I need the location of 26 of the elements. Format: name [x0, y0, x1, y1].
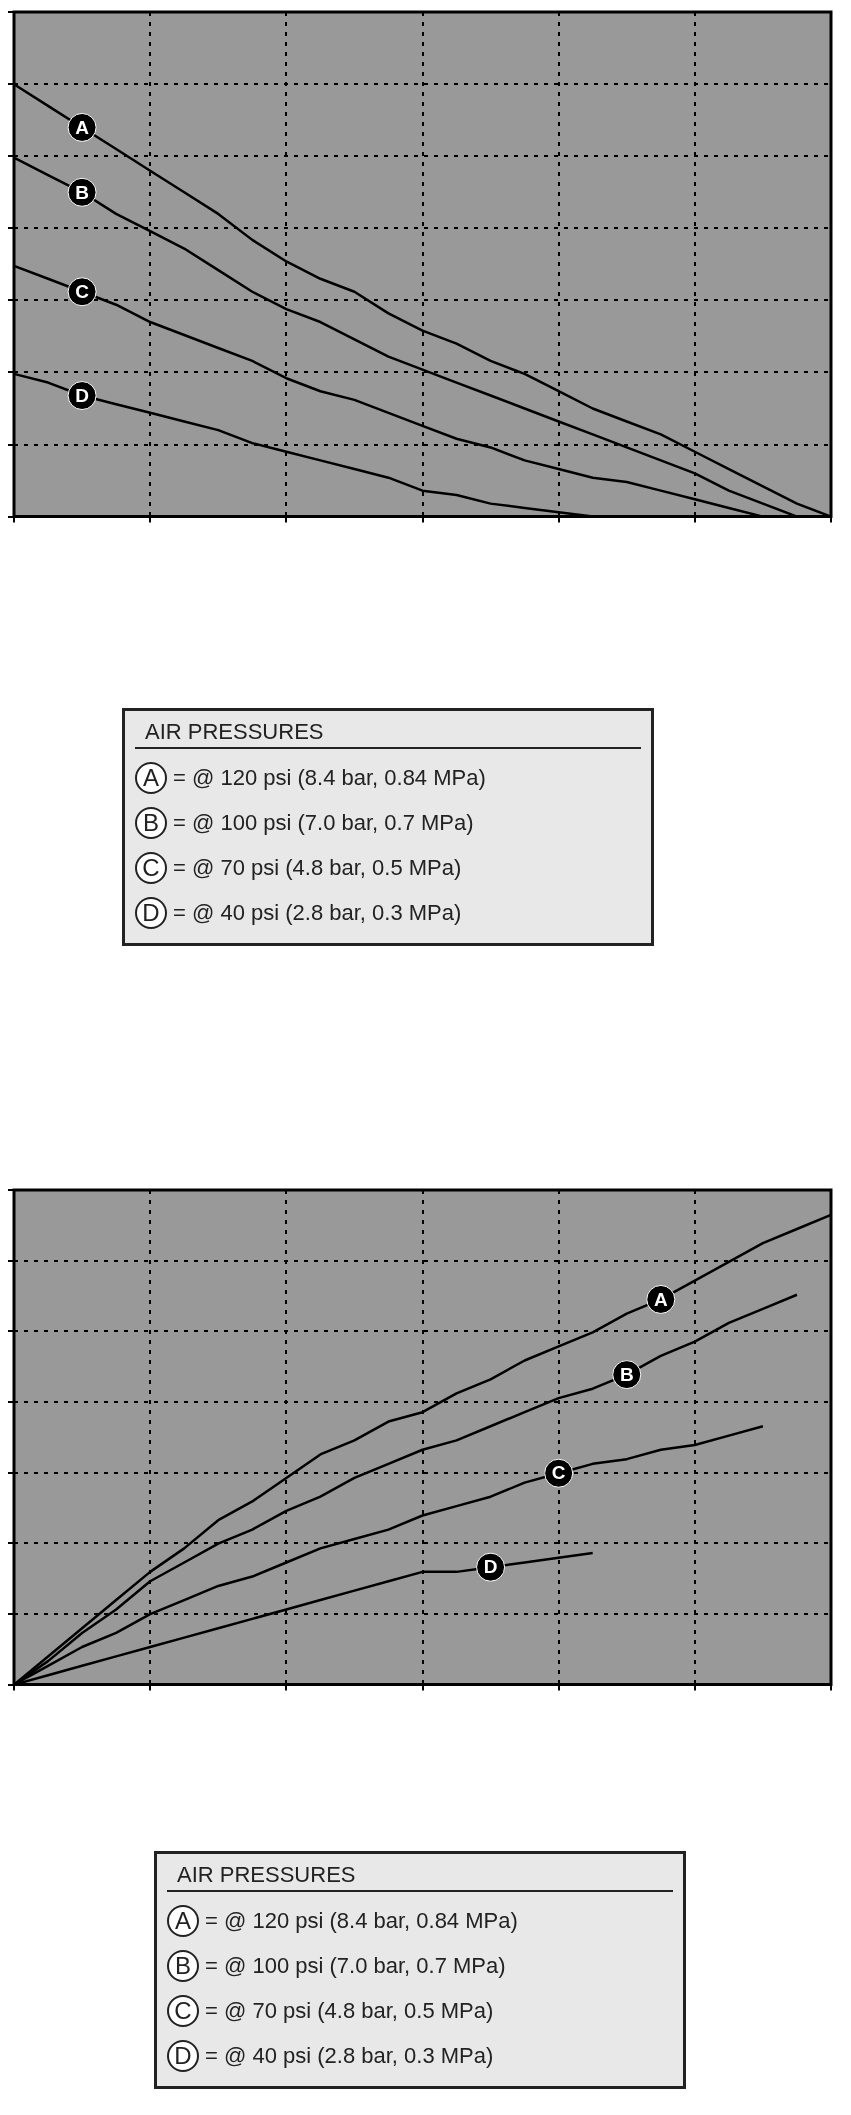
series-label: A [75, 116, 90, 138]
text: C [142, 853, 160, 881]
text: D [174, 2041, 192, 2069]
text: = @ 40 psi (2.8 bar, 0.3 MPa) [173, 899, 462, 926]
text: = @ 120 psi (8.4 bar, 0.84 MPa) [173, 764, 486, 791]
text: = @ 40 psi (2.8 bar, 0.3 MPa) [205, 2042, 494, 2069]
text: C [174, 1996, 192, 2024]
series-label: D [483, 1556, 498, 1578]
series-label: C [551, 1462, 566, 1484]
series-label: D [75, 384, 89, 406]
text: = @ 120 psi (8.4 bar, 0.84 MPa) [205, 1907, 518, 1934]
series-label: A [653, 1288, 668, 1310]
series-label: B [619, 1363, 634, 1385]
legend-title: AIR PRESSURES [167, 1860, 673, 1892]
text: = @ 100 psi (7.0 bar, 0.7 MPa) [173, 809, 474, 836]
text: = @ 100 psi (7.0 bar, 0.7 MPa) [205, 1952, 506, 1979]
text: = @ 70 psi (4.8 bar, 0.5 MPa) [173, 854, 462, 881]
text: B [174, 1951, 191, 1979]
series-label: B [75, 181, 89, 203]
series-label: C [75, 280, 90, 302]
text: = @ 70 psi (4.8 bar, 0.5 MPa) [205, 1997, 494, 2024]
text: D [142, 898, 160, 926]
text: B [142, 808, 159, 836]
text: A [174, 1906, 191, 1934]
legend-title: AIR PRESSURES [135, 717, 641, 749]
text: A [142, 763, 159, 791]
